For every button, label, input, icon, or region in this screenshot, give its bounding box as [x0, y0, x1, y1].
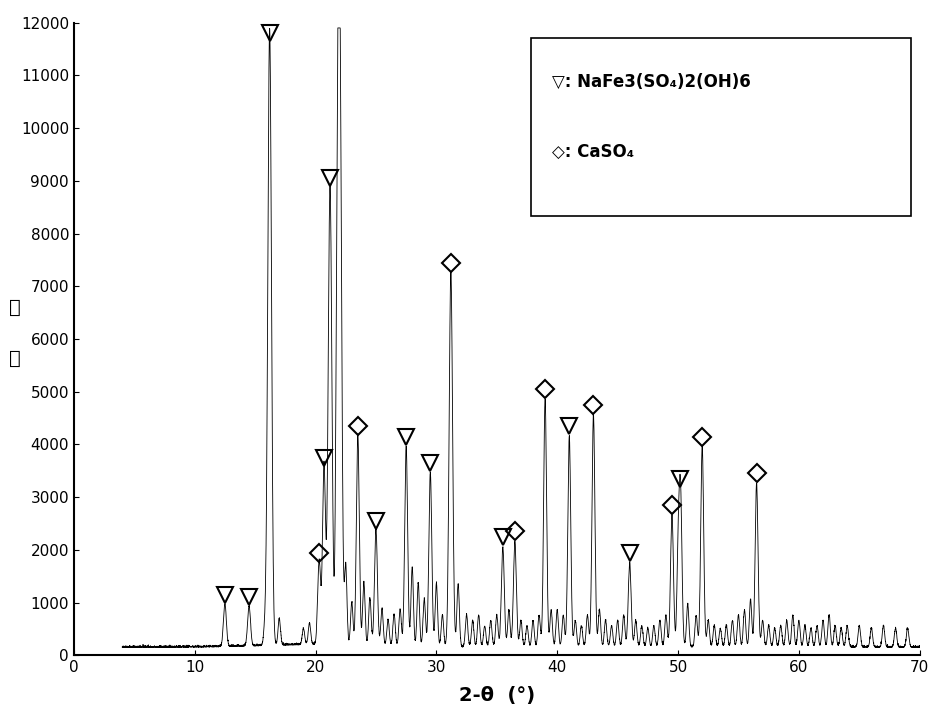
Text: 强: 强 — [9, 298, 21, 317]
Text: 度: 度 — [9, 349, 21, 367]
Text: ◇: CaSO₄: ◇: CaSO₄ — [552, 143, 634, 161]
FancyBboxPatch shape — [531, 38, 911, 216]
Text: ▽: NaFe3(SO₄)2(OH)6: ▽: NaFe3(SO₄)2(OH)6 — [552, 73, 750, 91]
X-axis label: 2-θ  (°): 2-θ (°) — [459, 687, 534, 705]
